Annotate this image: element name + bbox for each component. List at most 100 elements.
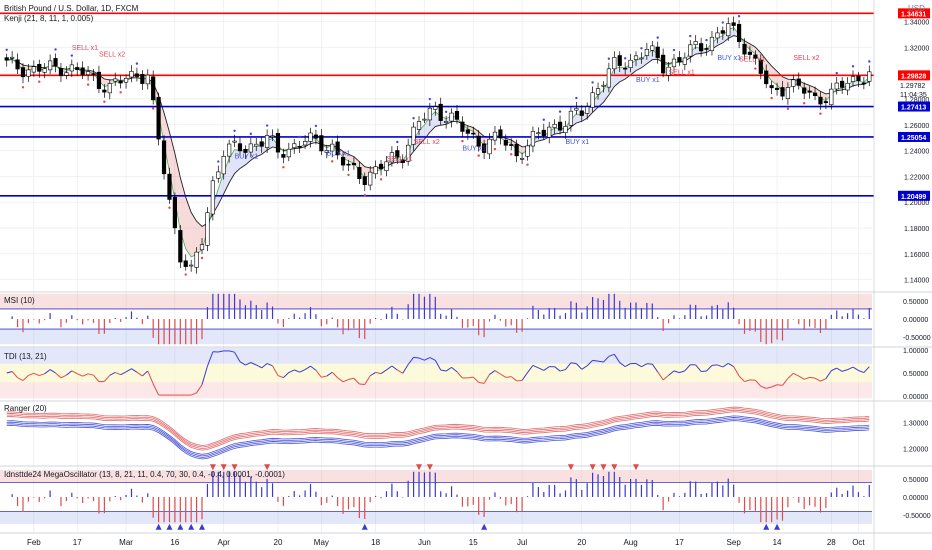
mega-sell-arrow (264, 464, 271, 471)
candle-body (509, 144, 514, 146)
candle-body (444, 121, 449, 124)
tdi-line-segment (33, 372, 40, 377)
grid-lines (0, 0, 872, 532)
time-axis-label: 28 (827, 538, 836, 547)
candle-body (650, 45, 655, 51)
tdi-line-segment (456, 371, 463, 379)
time-axis-label: Mar (119, 538, 133, 547)
candle-body (720, 30, 725, 34)
candle-body (655, 46, 660, 58)
signal-label-buy: BUY x1 (636, 77, 660, 84)
mega-sell-arrow (600, 464, 607, 471)
tdi-line-segment (717, 364, 723, 368)
candle-body (194, 251, 199, 268)
candle-body (704, 48, 709, 50)
tdi-line-segment (852, 366, 859, 371)
candle-body (20, 67, 26, 78)
candle-body (183, 260, 188, 267)
candle-body (661, 54, 666, 74)
mega-histogram (11, 464, 870, 530)
tdi-line-segment (695, 364, 702, 372)
candle-body (774, 87, 780, 90)
candle-body (151, 76, 156, 101)
tdi-line-segment (397, 369, 403, 374)
overbought-zone (0, 293, 872, 309)
candle-body (129, 71, 134, 78)
candle-body (693, 41, 698, 45)
candle-body (406, 144, 411, 162)
tdi-line-segment (679, 370, 685, 374)
chart-title: British Pound / U.S. Dollar, 1D, FXCM (4, 4, 139, 13)
tdi-line-segment (727, 362, 734, 367)
candle-body (69, 64, 74, 72)
signal-dot (119, 91, 122, 94)
candle-body (270, 135, 275, 138)
candle-body (340, 157, 346, 166)
signal-dot (868, 60, 871, 63)
candle-body (243, 148, 248, 153)
candle-body (26, 69, 31, 77)
price-tick-label: 1.24000 (904, 149, 929, 156)
signal-dot (656, 36, 659, 39)
candle-body (145, 74, 150, 85)
ranger-pane-title: Ranger (20) (4, 404, 47, 413)
tdi-line-segment (608, 353, 615, 357)
tdi-line-segment (17, 377, 24, 382)
signal-dot (819, 112, 822, 115)
ranger-lower-band (6, 417, 870, 457)
candle-body (281, 154, 286, 158)
tdi-line-segment (668, 370, 675, 376)
ranger-upper-band (6, 406, 870, 446)
tdi-line-segment (858, 370, 865, 374)
signal-dot (168, 206, 171, 209)
ribbon-segment (755, 47, 761, 64)
tdi-line-segment (342, 379, 349, 383)
tdi-line-segment (364, 375, 371, 385)
signal-dot (786, 107, 790, 110)
candle-body (189, 264, 194, 267)
tdi-lower-zone (0, 382, 872, 399)
candle-body (617, 55, 622, 66)
tdi-line-segment (538, 367, 545, 371)
level-price-tag (898, 101, 930, 112)
level-price-label: 1.34631 (901, 11, 926, 18)
candle-body (335, 141, 340, 156)
mega-buy-arrow (481, 523, 488, 530)
candle-body (199, 244, 205, 251)
signal-dot (428, 97, 432, 101)
candle-body (709, 36, 715, 51)
candle-body (58, 67, 64, 77)
time-axis-label: Apr (217, 538, 230, 547)
tdi-line-segment (359, 383, 365, 386)
candle-body (167, 173, 172, 200)
candle-body (498, 129, 503, 139)
tdi-line-segment (310, 365, 317, 371)
candle-body (530, 131, 536, 147)
level-price-tag (898, 131, 930, 142)
candle-body (758, 59, 763, 74)
candle-body (232, 140, 237, 143)
candle-body (416, 121, 422, 130)
tdi-line-segment (39, 373, 45, 377)
candle-body (302, 141, 308, 146)
tdi-line-segment (391, 365, 398, 371)
ranger-lower-band (6, 415, 870, 455)
signal-dot (412, 117, 415, 120)
candle-body (525, 145, 530, 157)
candle-body (465, 129, 470, 134)
signal-dot (5, 48, 8, 51)
candle-body (715, 32, 720, 39)
tdi-line-segment (814, 377, 821, 382)
tdi-line-segment (71, 370, 78, 375)
tdi-line-segment (250, 362, 257, 366)
candle-body (568, 110, 574, 126)
ranger-lower-band (6, 418, 870, 458)
tdi-line-segment (825, 370, 832, 379)
ranger-upper-band (6, 409, 870, 449)
tdi-line-segment (120, 371, 127, 376)
candle-body (633, 55, 639, 60)
tdi-line-segment (142, 370, 149, 377)
candle-body (4, 57, 9, 61)
time-axis-label: Feb (27, 538, 41, 547)
